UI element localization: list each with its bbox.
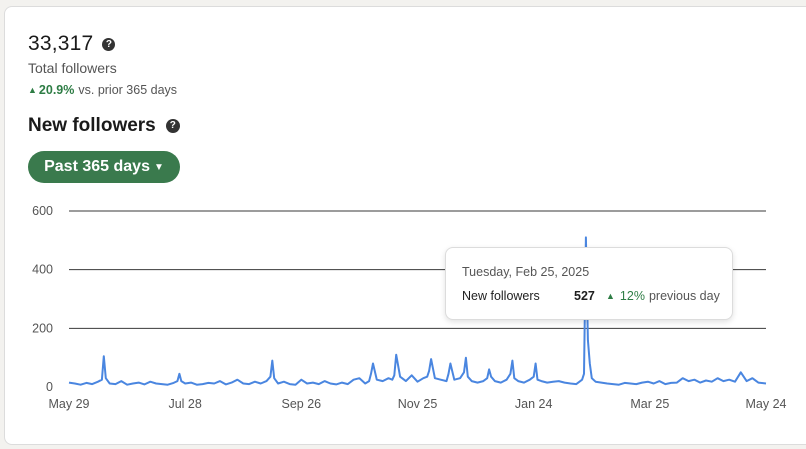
caret-down-icon: ▼ <box>153 161 164 173</box>
triangle-up-icon: ▲ <box>28 85 37 95</box>
section-header: New followers ? <box>28 115 180 137</box>
date-range-button[interactable]: Past 365 days ▼ <box>28 151 180 183</box>
triangle-up-icon: ▲ <box>606 291 615 301</box>
y-tick-label: 600 <box>32 204 53 218</box>
tooltip-change: 12% <box>619 289 645 303</box>
y-tick-label: 200 <box>32 321 53 335</box>
date-range-label: Past 365 days <box>44 158 150 175</box>
tooltip-value: 527 <box>574 289 595 303</box>
series-line[interactable] <box>68 236 767 386</box>
x-tick-label: Sep 26 <box>282 397 322 411</box>
tooltip-label: New followers <box>462 289 540 303</box>
x-tick-label: Mar 25 <box>630 397 669 411</box>
x-tick-label: May 29 <box>49 397 90 411</box>
tooltip-row: New followers 527 ▲ 12% previous day <box>462 289 722 303</box>
total-followers-label: Total followers <box>28 60 117 76</box>
y-tick-label: 400 <box>32 263 53 277</box>
question-circle-icon[interactable]: ? <box>165 119 180 133</box>
tooltip-date: Tuesday, Feb 25, 2025 <box>462 265 590 279</box>
change-percent: 20.9% <box>38 83 75 97</box>
followers-change: ▲ 20.9% vs. prior 365 days <box>28 83 177 97</box>
x-tick-label: Nov 25 <box>398 397 438 411</box>
total-followers-count: 33,317 <box>28 32 94 55</box>
analytics-card <box>4 6 806 445</box>
tooltip-change-suffix: previous day <box>648 289 720 303</box>
x-tick-label: Jan 24 <box>515 397 553 411</box>
change-suffix: vs. prior 365 days <box>78 83 178 97</box>
chart-tooltip: Tuesday, Feb 25, 2025 New followers 527 … <box>445 247 733 320</box>
x-tick-label: May 24 <box>746 397 787 411</box>
y-tick-label: 0 <box>46 380 53 394</box>
question-circle-icon[interactable]: ? <box>102 37 116 51</box>
x-tick-label: Jul 28 <box>168 397 201 411</box>
section-title: New followers <box>28 115 156 136</box>
total-followers-row: 33,317 ? <box>28 32 116 56</box>
